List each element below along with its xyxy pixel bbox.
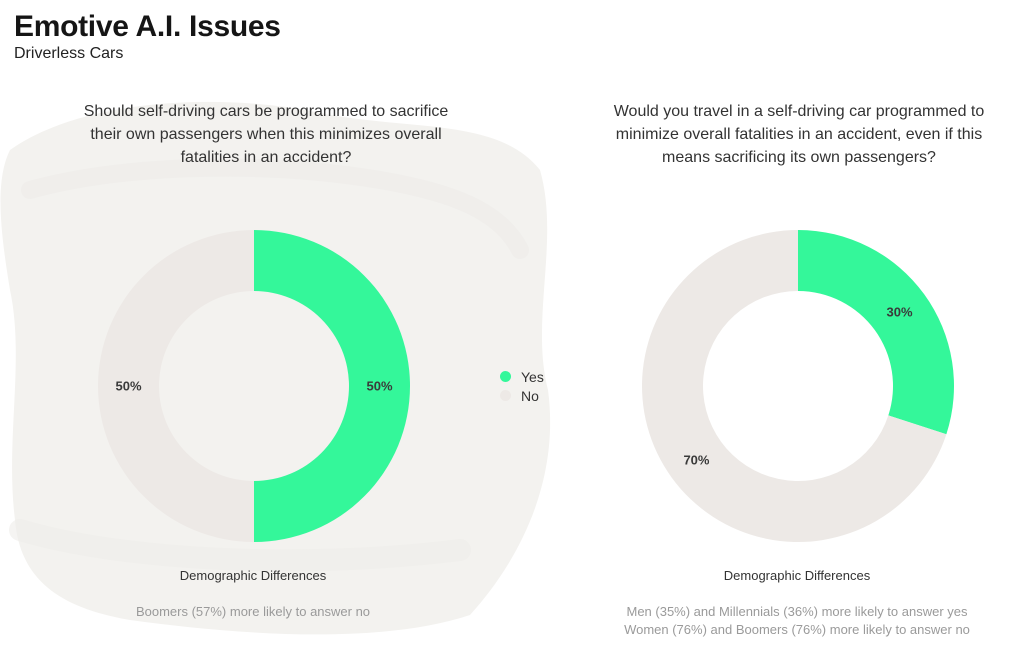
chart-1-slice-yes	[254, 230, 410, 542]
legend-no-label: No	[521, 387, 539, 404]
chart-1-demographic-heading: Demographic Differences	[179, 568, 327, 583]
legend-item-no: No	[500, 386, 544, 405]
chart-1-label-yes: 50%	[366, 379, 392, 394]
chart-2-label-no: 70%	[683, 452, 709, 467]
chart-1-question: Should self-driving cars be programmed t…	[83, 103, 449, 166]
legend-yes-label: Yes	[521, 368, 544, 385]
chart-2-label-yes: 30%	[887, 305, 913, 320]
chart-2-demographic-notes: Men (35%) and Millennials (36%) more lik…	[590, 603, 1004, 639]
legend-no-swatch-icon	[500, 390, 511, 401]
page-subtitle: Driverless Cars	[14, 45, 124, 62]
chart-2-demographic-heading: Demographic Differences	[723, 568, 871, 583]
chart-1-donut: 50% 50%	[98, 230, 410, 542]
chart-2-demographic-note: Men (35%) and Millennials (36%) more lik…	[626, 604, 968, 619]
chart-2-slice-no	[642, 230, 947, 542]
chart-2-demographic-note: Women (76%) and Boomers (76%) more likel…	[624, 622, 970, 637]
legend-item-yes: Yes	[500, 367, 544, 386]
chart-1-label-no: 50%	[115, 379, 141, 394]
chart-2-slice-yes	[798, 230, 954, 435]
legend-yes-swatch-icon	[500, 371, 511, 382]
chart-1-demographic-notes: Boomers (57%) more likely to answer no	[93, 603, 413, 621]
page-title: Emotive A.I. Issues	[14, 10, 281, 43]
chart-1-demographic-note: Boomers (57%) more likely to answer no	[135, 604, 371, 619]
chart-1-slice-no	[98, 230, 254, 542]
chart-2-question: Would you travel in a self-driving car p…	[613, 103, 985, 166]
chart-2-donut: 30% 70%	[642, 230, 954, 542]
legend: Yes No	[500, 367, 544, 405]
